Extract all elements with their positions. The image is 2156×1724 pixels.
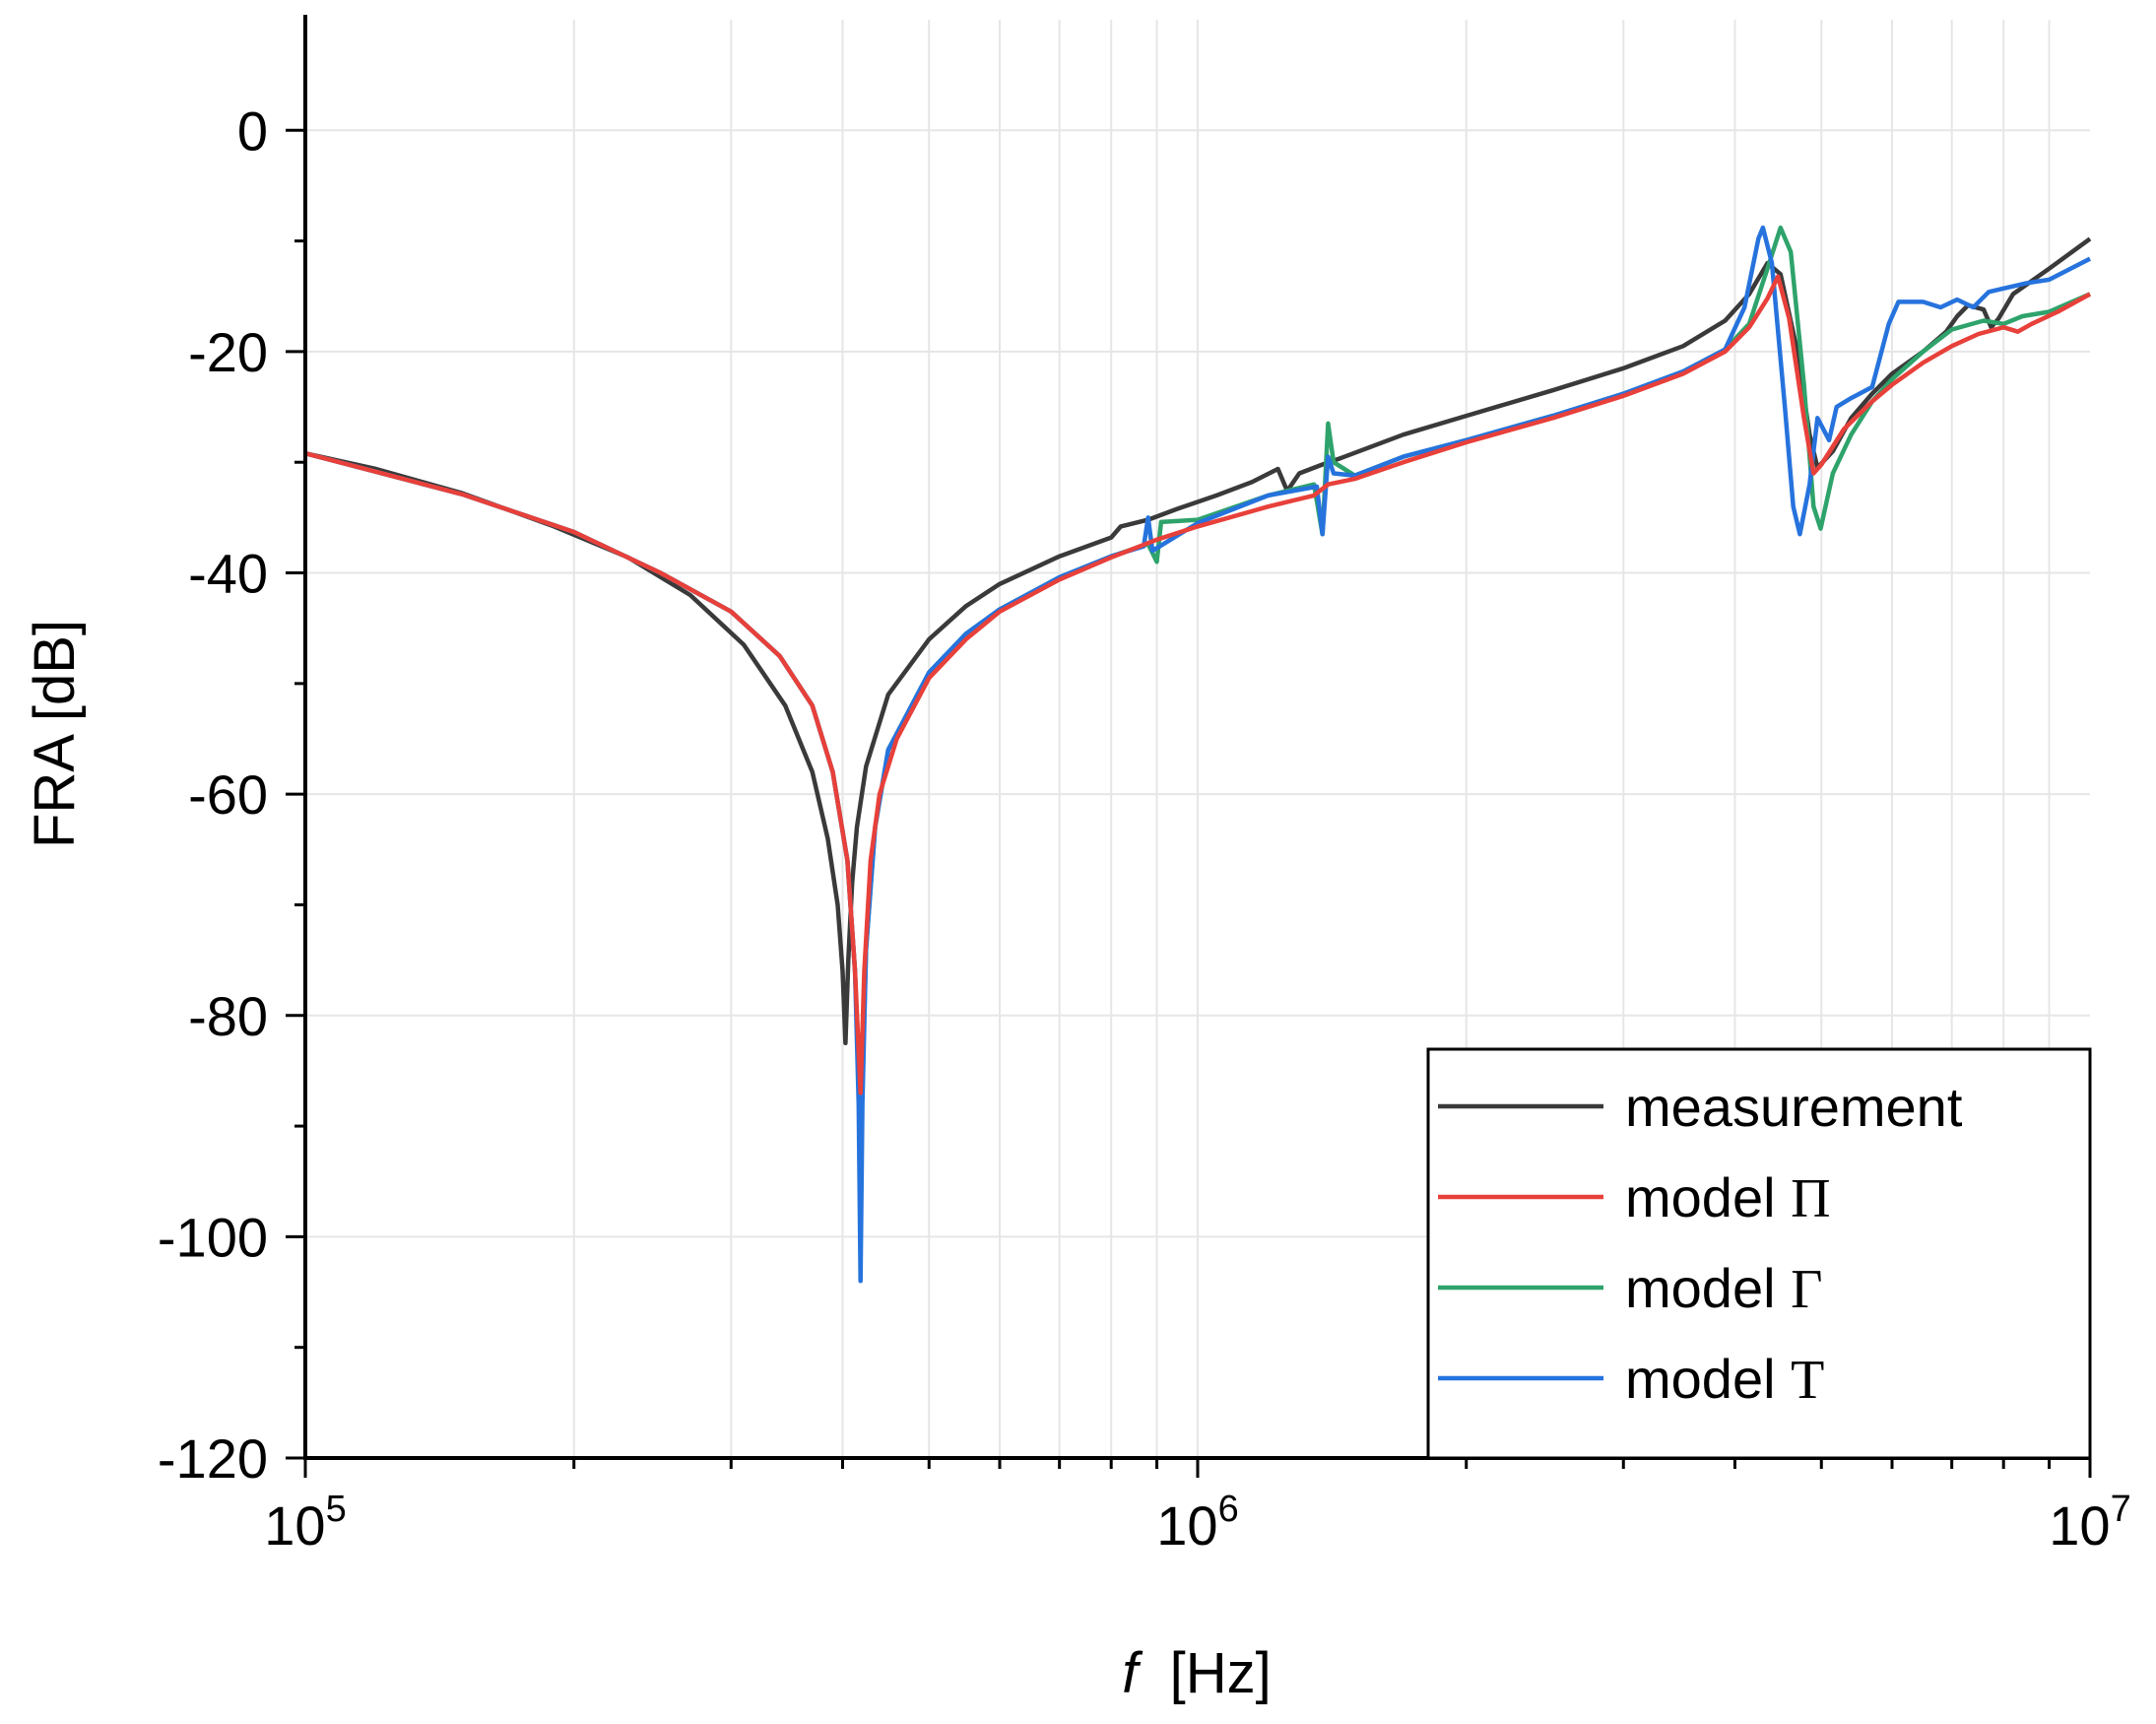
legend-label-symbol: Τ: [1791, 1350, 1824, 1411]
legend-label-text: model: [1625, 1166, 1791, 1228]
legend-label-symbol: Γ: [1791, 1259, 1822, 1320]
legend-box: [1426, 1047, 2092, 1460]
x-axis-title: f [Hz]: [1122, 1641, 1271, 1705]
legend-label: model Π: [1625, 1166, 1831, 1229]
legend-label-text: model: [1625, 1257, 1791, 1319]
x-tick-label: 106: [1156, 1489, 1238, 1557]
legend-label: model Τ: [1625, 1348, 1824, 1411]
y-tick-label: -60: [188, 763, 268, 826]
legend-label-symbol: Π: [1791, 1168, 1830, 1229]
plot-series: [304, 225, 2092, 1284]
y-tick-label: -100: [158, 1206, 268, 1268]
y-tick-label: -40: [188, 543, 268, 605]
y-tick-label: -80: [188, 985, 268, 1047]
y-tick-label: -20: [188, 321, 268, 383]
x-tick-exponent: 6: [1218, 1489, 1239, 1530]
x-tick-exponent: 7: [2111, 1489, 2131, 1530]
legend-label-text: model: [1625, 1348, 1791, 1410]
x-axis-unit: [Hz]: [1138, 1641, 1271, 1705]
legend-label: measurement: [1625, 1076, 1963, 1138]
series-line-3: [304, 274, 2092, 1095]
y-axis-title: FRA [dB]: [23, 620, 87, 848]
x-tick-exponent: 5: [326, 1489, 347, 1530]
y-tick-label: -120: [158, 1427, 268, 1490]
legend-label-text: measurement: [1625, 1076, 1963, 1138]
legend-label: model Γ: [1625, 1257, 1822, 1320]
y-tick-label: 0: [237, 99, 268, 162]
